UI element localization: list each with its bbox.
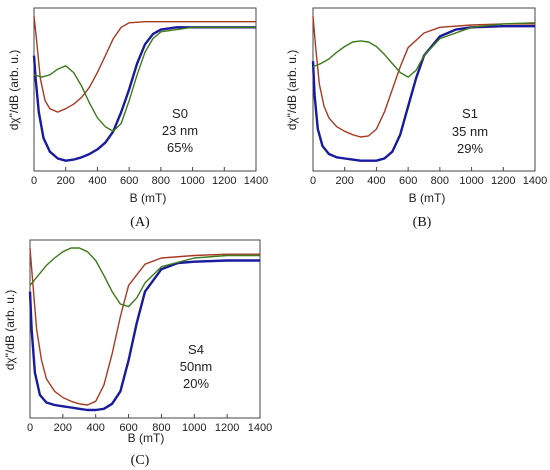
- x-tick-label: 1200: [491, 175, 515, 187]
- x-tick-label: 200: [57, 175, 75, 187]
- panel-c: 0 200 400 600 800 1000 1200 1400 S4 50nm 20% B …: [3, 239, 272, 468]
- panel-b: 0 200 400 600 800 1000 1200 1400 S1 35 nm 29% B…: [285, 7, 547, 230]
- sample-label: S1: [462, 106, 478, 121]
- x-tick-label: 1400: [248, 422, 272, 434]
- panel-a: 0 200 400 600 800 1000 1200 1400 S0 23 nm 65% B…: [7, 7, 268, 230]
- x-tick-label: 0: [31, 175, 37, 187]
- series-line-2: [312, 15, 535, 138]
- x-tick-label: 1400: [244, 175, 268, 187]
- series-line-3: [29, 247, 260, 308]
- x-tick-label: 400: [87, 422, 105, 434]
- x-axis-ticks: 0 200 400 600 800 1000 1200 1400: [310, 167, 547, 187]
- percentage-label: 29%: [457, 141, 483, 156]
- x-tick-label: 0: [310, 175, 316, 187]
- percentage-label: 65%: [167, 140, 193, 155]
- plot-area: [28, 247, 260, 412]
- particle-size-label: 35 nm: [452, 124, 488, 139]
- x-tick-label: 800: [431, 175, 449, 187]
- y-axis-title: dχ"/dB (arb. u.): [3, 290, 17, 371]
- panel-label: (A): [130, 215, 150, 230]
- x-tick-label: 600: [120, 175, 138, 187]
- series-line-3: [312, 22, 536, 78]
- x-tick-label: 600: [399, 175, 417, 187]
- x-tick-label: 1200: [215, 422, 239, 434]
- x-tick-label: 0: [27, 422, 33, 434]
- x-tick-label: 600: [119, 422, 137, 434]
- panel-label: (B): [413, 215, 432, 230]
- plot-frame: [29, 239, 261, 419]
- series-line-2: [33, 15, 256, 113]
- x-axis-ticks: 0 200 400 600 800 1000 1200 1400: [27, 414, 272, 434]
- x-axis-title: B (mT): [128, 431, 165, 445]
- plot-frame: [312, 7, 536, 172]
- x-axis-ticks: 0 200 400 600 800 1000 1200 1400: [31, 167, 268, 187]
- sample-label: S4: [188, 342, 204, 357]
- x-tick-label: 1000: [182, 422, 206, 434]
- sample-label: S0: [172, 106, 188, 121]
- plot-area: [311, 15, 536, 162]
- x-tick-label: 1000: [459, 175, 483, 187]
- y-axis-title: dχ"/dB (arb. u.): [7, 50, 21, 131]
- x-tick-label: 1000: [180, 175, 204, 187]
- panel-label: (C): [131, 453, 150, 468]
- x-tick-label: 1400: [523, 175, 547, 187]
- x-tick-label: 400: [367, 175, 385, 187]
- plot-frame: [33, 7, 257, 172]
- series-line-3: [33, 26, 256, 132]
- series-line-2: [29, 247, 260, 406]
- x-axis-title: B (mT): [409, 191, 446, 205]
- x-axis-title: B (mT): [130, 191, 167, 205]
- plot-area: [32, 15, 256, 162]
- particle-size-label: 23 nm: [162, 123, 198, 138]
- x-tick-label: 800: [152, 422, 170, 434]
- series-line-1: [28, 259, 260, 412]
- x-tick-label: 800: [152, 175, 170, 187]
- series-line-1: [32, 26, 256, 162]
- x-tick-label: 400: [88, 175, 106, 187]
- x-tick-label: 200: [54, 422, 72, 434]
- series-line-1: [311, 25, 535, 162]
- x-tick-label: 1200: [212, 175, 236, 187]
- y-axis-title: dχ"/dB (arb. u.): [285, 50, 299, 131]
- x-tick-label: 200: [336, 175, 354, 187]
- particle-size-label: 50nm: [180, 359, 213, 374]
- percentage-label: 20%: [183, 376, 209, 391]
